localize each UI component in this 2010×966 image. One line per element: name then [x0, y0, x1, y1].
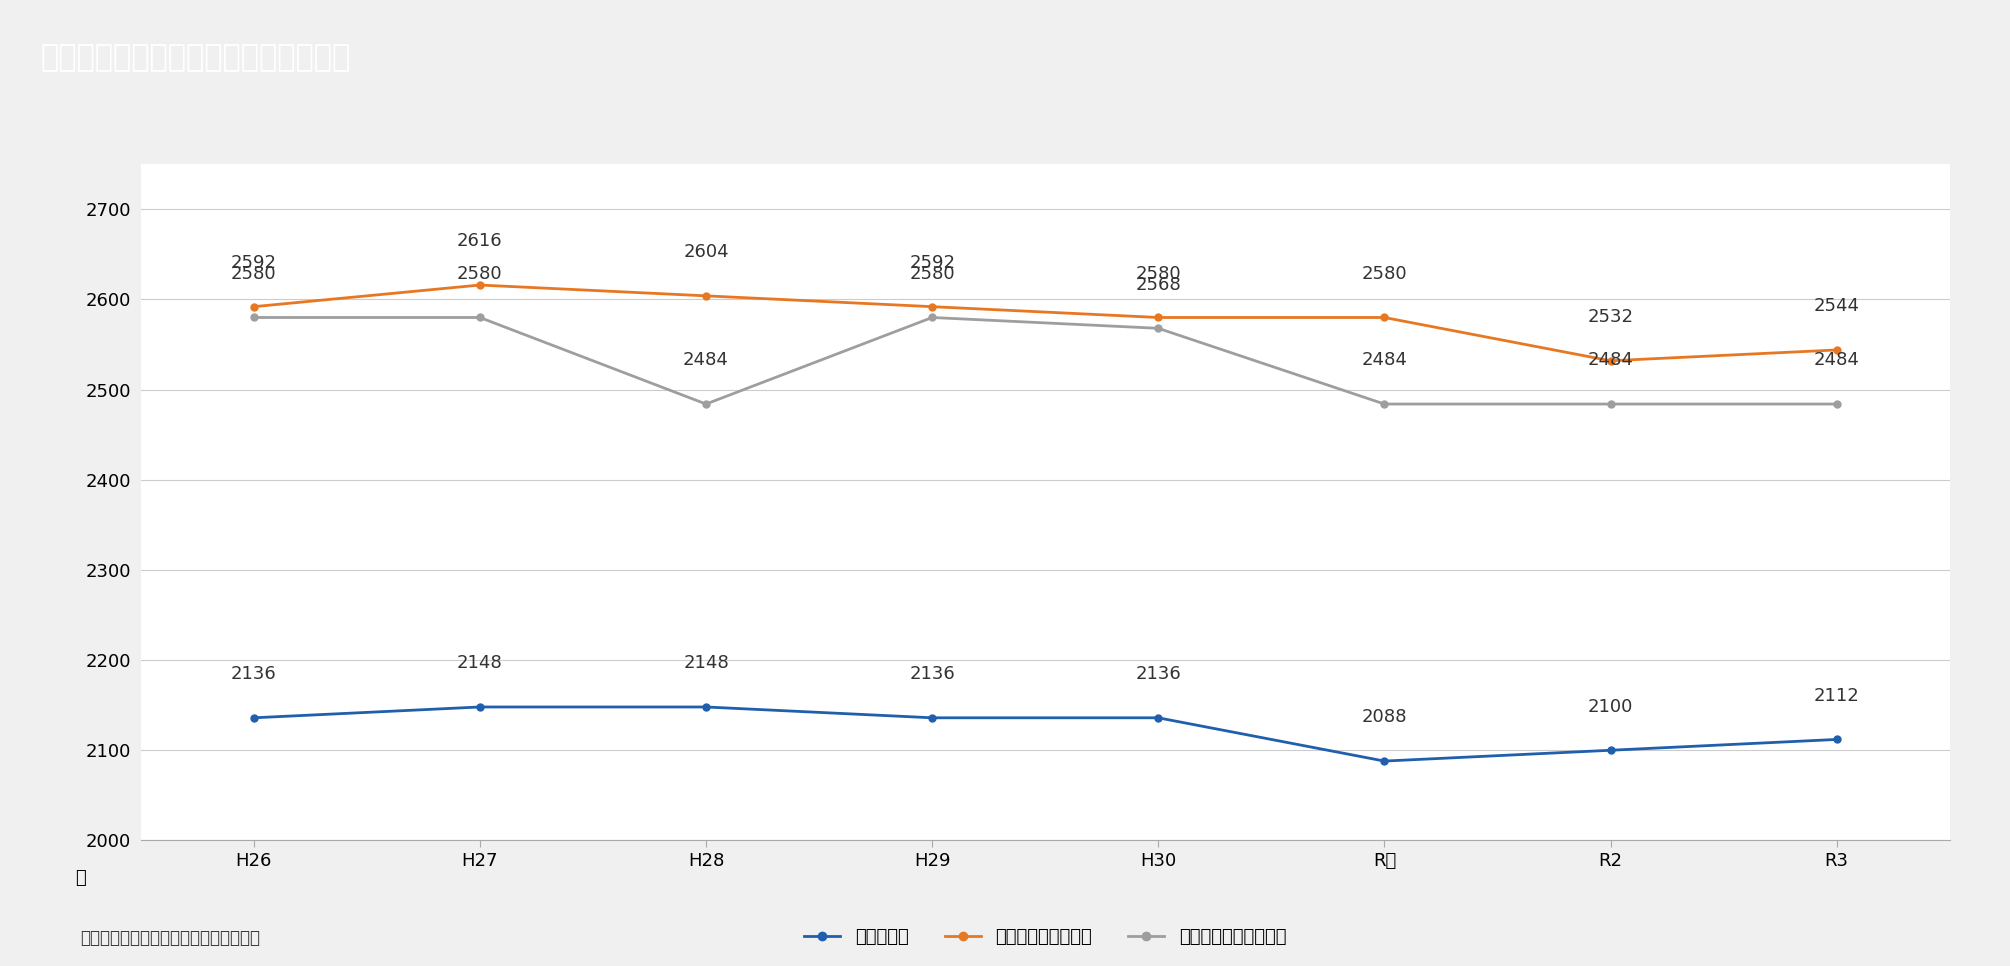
中小型トラック運転者 — [1373, 398, 1397, 410]
全産業平均 — [241, 712, 265, 724]
Text: 2136: 2136 — [231, 665, 277, 683]
Text: 厚生労働省　「賃金構造基本統計調査」: 厚生労働省 「賃金構造基本統計調査」 — [80, 928, 261, 947]
中小型トラック運転者 — [693, 398, 718, 410]
大型トラック運転者 — [241, 300, 265, 312]
Text: 2532: 2532 — [1588, 308, 1634, 327]
大型トラック運転者 — [1825, 344, 1849, 355]
Text: 2484: 2484 — [1813, 352, 1859, 369]
Text: トラック運転者の年間労働時間の推移: トラック運転者の年間労働時間の推移 — [40, 43, 350, 72]
Text: 2088: 2088 — [1361, 708, 1407, 726]
全産業平均 — [1598, 745, 1622, 756]
大型トラック運転者 — [921, 300, 945, 312]
中小型トラック運転者 — [921, 312, 945, 324]
大型トラック運転者 — [693, 290, 718, 301]
Text: 2136: 2136 — [1136, 665, 1182, 683]
Line: 中小型トラック運転者: 中小型トラック運転者 — [251, 314, 1839, 408]
Text: 2580: 2580 — [456, 265, 502, 283]
Text: 2580: 2580 — [1361, 265, 1407, 283]
Line: 全産業平均: 全産業平均 — [251, 703, 1839, 764]
Text: 2484: 2484 — [1361, 352, 1407, 369]
Text: 2592: 2592 — [231, 254, 277, 272]
大型トラック運転者 — [468, 279, 492, 291]
Text: 2568: 2568 — [1136, 275, 1182, 294]
全産業平均 — [921, 712, 945, 724]
中小型トラック運転者 — [1825, 398, 1849, 410]
Text: 2484: 2484 — [1588, 352, 1634, 369]
全産業平均 — [1373, 755, 1397, 767]
大型トラック運転者 — [1146, 312, 1170, 324]
全産業平均 — [1825, 733, 1849, 745]
Text: 2580: 2580 — [909, 265, 955, 283]
Text: 2484: 2484 — [683, 352, 730, 369]
Text: 2604: 2604 — [683, 243, 730, 261]
Text: 2592: 2592 — [909, 254, 955, 272]
Text: 2100: 2100 — [1588, 697, 1634, 716]
Text: 2544: 2544 — [1813, 298, 1859, 315]
中小型トラック運転者 — [1146, 323, 1170, 334]
大型トラック運転者 — [1373, 312, 1397, 324]
全産業平均 — [468, 701, 492, 713]
中小型トラック運転者 — [1598, 398, 1622, 410]
全産業平均 — [1146, 712, 1170, 724]
中小型トラック運転者 — [241, 312, 265, 324]
Text: 2616: 2616 — [456, 232, 502, 250]
Legend: 全産業平均, 大型トラック運転者, 中小型トラック運転者: 全産業平均, 大型トラック運転者, 中小型トラック運転者 — [798, 921, 1292, 953]
Text: 年: 年 — [74, 869, 86, 888]
Text: 2148: 2148 — [683, 654, 730, 672]
Text: 2148: 2148 — [456, 654, 502, 672]
全産業平均 — [693, 701, 718, 713]
Text: 2580: 2580 — [231, 265, 277, 283]
中小型トラック運転者 — [468, 312, 492, 324]
Line: 大型トラック運転者: 大型トラック運転者 — [251, 281, 1839, 364]
Text: 2136: 2136 — [909, 665, 955, 683]
大型トラック運転者 — [1598, 355, 1622, 366]
Text: 2580: 2580 — [1136, 265, 1182, 283]
Text: 2112: 2112 — [1813, 687, 1859, 705]
